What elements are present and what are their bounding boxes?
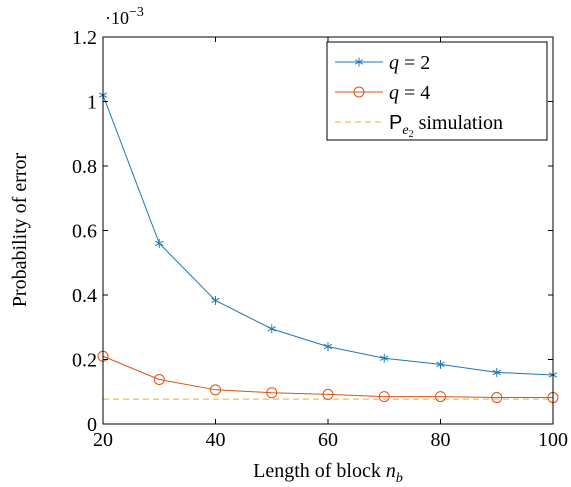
legend-label-q2: q = 2: [389, 52, 430, 74]
x-axis-label: Length of block nb: [253, 460, 403, 486]
series-line-q4: [102, 355, 553, 399]
data-point-q4: [435, 391, 446, 403]
data-point-q4: [153, 373, 165, 385]
y-tick-label: 0.2: [72, 350, 97, 372]
legend-marker: [354, 57, 364, 67]
x-tick-label: 20: [93, 429, 113, 451]
data-point-q4: [491, 392, 503, 404]
data-point-q2: [267, 324, 276, 334]
y-tick-label: 0.4: [72, 285, 97, 307]
data-point-q2: [436, 359, 445, 369]
x-tick-label: 100: [538, 429, 568, 451]
data-point-q2: [323, 342, 333, 352]
legend-symbol-q4: [335, 86, 383, 98]
legend-marker: [353, 86, 365, 98]
data-point-q4: [210, 384, 221, 396]
data-point-q2: [211, 295, 220, 305]
y-tick-label: 0: [87, 414, 97, 436]
legend-label-q4: q = 4: [389, 82, 430, 104]
data-point-q2: [155, 238, 164, 248]
y-axis-label: Probability of error: [9, 152, 31, 307]
legend-symbol-q2: [335, 57, 383, 67]
x-tick-label: 80: [431, 429, 451, 451]
data-point-q2: [380, 353, 389, 363]
y-multiplier: ·10−3: [105, 5, 144, 28]
data-point-q4: [322, 388, 334, 400]
data-point-q4: [378, 391, 390, 403]
y-tick-label: 0.6: [72, 221, 97, 243]
legend: q = 2 q = 4 Pe2 simulation: [326, 41, 548, 141]
y-tick-label: 1.2: [72, 27, 97, 49]
legend-label-simulation: Pe2 simulation: [389, 112, 503, 140]
y-tick-label: 1: [87, 92, 97, 114]
y-multiplier-exponent: −3: [129, 5, 144, 20]
x-tick-label: 40: [206, 429, 226, 451]
data-point-q4: [266, 387, 278, 399]
y-tick-label: 0.8: [72, 156, 97, 178]
x-tick-label: 60: [318, 429, 338, 451]
data-point-q2: [492, 367, 501, 377]
